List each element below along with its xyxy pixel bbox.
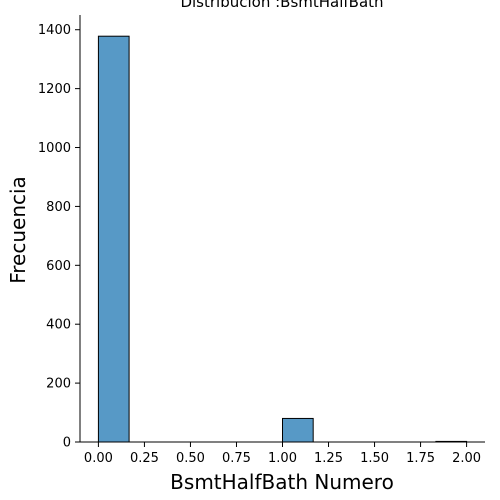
x-tick-label: 0.00 <box>84 451 113 466</box>
y-axis-label: Frecuencia <box>6 176 30 284</box>
x-axis-label: BsmtHalfBath Numero <box>170 470 394 494</box>
x-tick-label: 1.25 <box>314 451 343 466</box>
y-tick-label: 800 <box>46 200 71 215</box>
histogram-bar-6 <box>282 417 314 443</box>
histogram-bar-0 <box>97 35 130 443</box>
y-tick-label: 1200 <box>38 82 71 97</box>
y-tick-label: 1400 <box>38 23 71 38</box>
x-tick-label: 0.75 <box>222 451 251 466</box>
x-tick-label: 1.75 <box>406 451 435 466</box>
y-tick-label: 0 <box>63 436 71 451</box>
x-tick-label: 1.50 <box>360 451 389 466</box>
y-tick-label: 600 <box>46 259 71 274</box>
x-ticks: 0.00 0.25 0.50 0.75 1.00 1.25 1.50 1.75 2.00 <box>84 442 481 466</box>
y-tick-label: 400 <box>46 318 71 333</box>
x-tick-label: 0.25 <box>130 451 159 466</box>
y-tick-label: 1000 <box>38 141 71 156</box>
chart-title: Distribución :BsmtHalfBath <box>180 0 383 11</box>
y-ticks: 0 200 400 600 800 1000 1200 1400 <box>38 23 80 451</box>
x-tick-label: 2.00 <box>452 451 481 466</box>
bars-group <box>97 35 468 443</box>
y-tick-label: 200 <box>46 377 71 392</box>
x-tick-label: 1.00 <box>268 451 297 466</box>
x-tick-label: 0.50 <box>176 451 205 466</box>
